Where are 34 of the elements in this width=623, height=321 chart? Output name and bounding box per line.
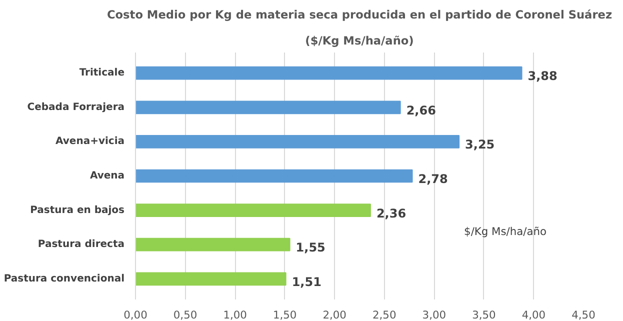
bar — [136, 238, 290, 252]
x-tick-label: 4,00 — [522, 308, 546, 321]
y-tick-label: Pastura directa — [38, 239, 124, 250]
bar — [136, 169, 413, 183]
y-tick-label: Avena+vicia — [56, 136, 125, 148]
data-label: 2,66 — [406, 103, 436, 118]
annotation: $/Kg Ms/ha/año — [464, 224, 547, 238]
x-tick-label: 0,50 — [173, 308, 198, 321]
bar — [136, 135, 460, 148]
x-tick-label: 3,00 — [422, 308, 446, 321]
data-label: 3,88 — [528, 69, 558, 84]
x-tick-label: 2,50 — [372, 308, 396, 321]
chart-title: Costo Medio por Kg de materia seca producida en el partido de Coronel Suárez — [106, 8, 612, 22]
y-tick-label: Triticale — [79, 68, 125, 79]
y-tick-label: Cebada Forrajera — [27, 102, 125, 113]
data-label: 3,25 — [465, 138, 495, 152]
x-tick-label: 0,00 — [124, 308, 148, 321]
x-tick-label: 3,50 — [472, 308, 496, 321]
bar — [136, 272, 286, 286]
data-label: 2,78 — [418, 172, 448, 186]
x-tick-label: 1,00 — [223, 308, 248, 321]
data-label: 1,51 — [292, 274, 322, 289]
data-label: 2,36 — [376, 206, 406, 220]
y-tick-label: Avena — [90, 170, 125, 182]
x-tick-label: 2,00 — [322, 308, 347, 321]
bar — [136, 66, 522, 80]
chart-subtitle: ($/Kg Ms/ha/año) — [305, 34, 414, 48]
bar — [136, 100, 401, 114]
y-tick-label: Pastura en bajos — [30, 204, 125, 216]
y-tick-label: Pastura convencional — [4, 273, 125, 284]
x-tick-label: 4,50 — [572, 308, 596, 321]
bar — [136, 204, 371, 217]
x-tick-label: 1,50 — [272, 308, 297, 321]
data-label: 1,55 — [296, 240, 326, 255]
